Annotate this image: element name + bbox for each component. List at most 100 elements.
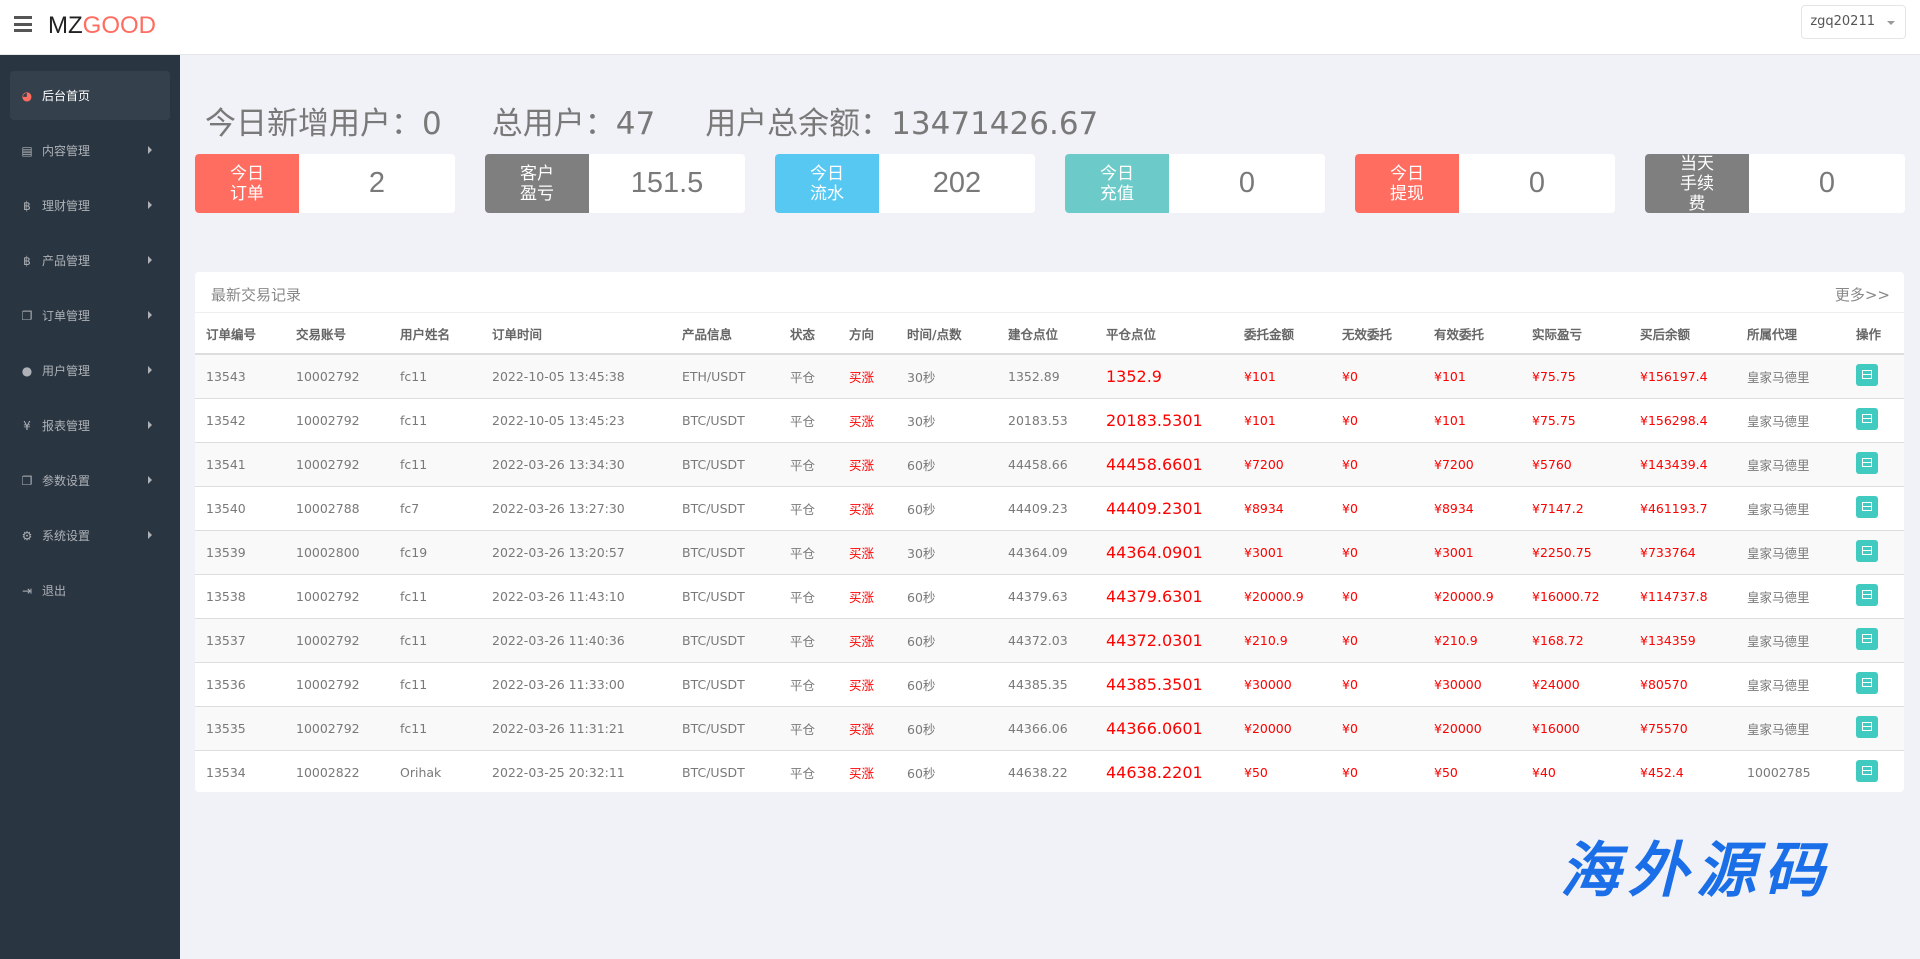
table-cell: ¥16000.72 [1521, 573, 1629, 618]
table-cell: 13534 [195, 749, 285, 792]
table-cell: ¥101 [1233, 397, 1331, 442]
table-cell: 60秒 [896, 661, 997, 706]
table-cell: 2022-03-26 11:31:21 [481, 705, 671, 750]
detail-button-icon[interactable] [1856, 583, 1878, 606]
table-cell: 13535 [195, 705, 285, 750]
table-cell: ¥0 [1331, 749, 1423, 792]
hamburger-menu-icon[interactable] [14, 16, 32, 32]
table-cell: 2022-03-26 13:27:30 [481, 485, 671, 530]
table-cell: ¥3001 [1233, 529, 1331, 574]
table-cell: ¥210.9 [1233, 617, 1331, 662]
table-cell: ¥0 [1331, 661, 1423, 706]
copy-icon: ❐ [21, 308, 33, 323]
caret-right-icon [148, 311, 152, 319]
table-cell: ¥2250.75 [1521, 529, 1629, 574]
table-cell: ¥7200 [1423, 441, 1521, 486]
table-cell: BTC/USDT [671, 749, 779, 792]
table-cell: ¥210.9 [1423, 617, 1521, 662]
table-cell: ¥0 [1331, 441, 1423, 486]
detail-button-icon[interactable] [1856, 627, 1878, 650]
column-header: 交易账号 [285, 313, 389, 355]
sidebar-item-8[interactable]: ⚙ 系统设置 [10, 511, 170, 560]
sidebar-item-2[interactable]: ฿ 理财管理 [10, 181, 170, 230]
stat-card-label: 今日订单 [195, 154, 299, 213]
table-cell: 13540 [195, 485, 285, 530]
table-cell: 10002792 [285, 705, 389, 750]
sidebar-item-3[interactable]: ฿ 产品管理 [10, 236, 170, 285]
table-row: 13539 10002800 fc19 2022-03-26 13:20:57 BTC/… [195, 529, 1904, 574]
table-cell: ¥30000 [1233, 661, 1331, 706]
table-cell: ¥156197.4 [1629, 353, 1736, 398]
more-link[interactable]: 更多>> [1834, 286, 1890, 304]
table-cell: 60秒 [896, 485, 997, 530]
sidebar-item-4[interactable]: ❐ 订单管理 [10, 291, 170, 340]
detail-button-icon[interactable] [1856, 759, 1878, 782]
table-cell: fc11 [389, 705, 481, 750]
table-cell: fc11 [389, 573, 481, 618]
detail-button-icon[interactable] [1856, 671, 1878, 694]
book-icon: ▤ [21, 143, 33, 158]
sidebar-item-1[interactable]: ▤ 内容管理 [10, 126, 170, 175]
table-cell: ¥0 [1331, 485, 1423, 530]
bitcoin-icon: ฿ [23, 198, 31, 213]
stat-card-value: 0 [1528, 167, 1546, 199]
table-cell: 13537 [195, 617, 285, 662]
detail-button-icon[interactable] [1856, 407, 1878, 430]
table-cell: 2022-03-26 11:40:36 [481, 617, 671, 662]
stat-card: 当天手续费 0 [1645, 154, 1905, 213]
table-cell: 皇家马德里 [1736, 573, 1845, 618]
table-cell: 2022-10-05 13:45:38 [481, 353, 671, 398]
table-cell: 10002792 [285, 661, 389, 706]
caret-right-icon [148, 146, 152, 154]
panel-title: 最新交易记录 [211, 286, 302, 304]
detail-button-icon[interactable] [1856, 363, 1878, 386]
summary-line: 今日新增用户：0 总用户：47 用户总余额：13471426.67 [205, 98, 1148, 143]
table-cell: 平仓 [779, 661, 838, 706]
table-cell: BTC/USDT [671, 705, 779, 750]
stat-card: 今日订单 2 [195, 154, 455, 213]
table-cell: 44372.0301 [1095, 617, 1233, 662]
column-header: 平仓点位 [1095, 313, 1233, 355]
table-cell: 10002792 [285, 617, 389, 662]
table-cell: ¥50 [1423, 749, 1521, 792]
table-cell: ¥733764 [1629, 529, 1736, 574]
detail-button-icon[interactable] [1856, 539, 1878, 562]
table-cell: 13542 [195, 397, 285, 442]
table-cell: 平仓 [779, 353, 838, 398]
sidebar-item-5[interactable]: ● 用户管理 [10, 346, 170, 395]
table-cell: ¥0 [1331, 617, 1423, 662]
logo[interactable]: MZGOOD [48, 12, 156, 39]
sidebar-item-6[interactable]: ¥ 报表管理 [10, 401, 170, 450]
table-cell [1845, 529, 1904, 574]
table-cell: ¥75.75 [1521, 353, 1629, 398]
table-cell: ¥75.75 [1521, 397, 1629, 442]
table-cell: 44366.0601 [1095, 705, 1233, 750]
table-cell: 买涨 [838, 529, 896, 574]
table-cell: 平仓 [779, 573, 838, 618]
table-cell: 平仓 [779, 397, 838, 442]
table-cell: 30秒 [896, 397, 997, 442]
table-cell: ¥20000.9 [1233, 573, 1331, 618]
column-header: 买后余额 [1629, 313, 1736, 355]
detail-button-icon[interactable] [1856, 451, 1878, 474]
column-header: 产品信息 [671, 313, 779, 355]
stat-card-label: 客户盈亏 [485, 154, 589, 213]
table-cell: ¥156298.4 [1629, 397, 1736, 442]
detail-button-icon[interactable] [1856, 495, 1878, 518]
table-cell: 13539 [195, 529, 285, 574]
sidebar-item-7[interactable]: ❐ 参数设置 [10, 456, 170, 505]
detail-button-icon[interactable] [1856, 715, 1878, 738]
sidebar-item-9[interactable]: ⇥ 退出 [10, 566, 170, 615]
table-cell: 13543 [195, 353, 285, 398]
column-header: 实际盈亏 [1521, 313, 1629, 355]
sidebar: ◕ 后台首页 ▤ 内容管理 ฿ 理财管理 ฿ 产品管理 ❐ 订单管理 ● 用户管理 ¥ 报表管理 ❐ 参数设置… [0, 55, 180, 959]
stat-card-value: 202 [932, 167, 982, 199]
column-header: 订单时间 [481, 313, 671, 355]
column-header: 状态 [779, 313, 838, 355]
trades-table: 订单编号 交易账号 用户姓名 订单时间 产品信息 状态 方向 时间/点数 建仓点位 平仓点位 委托金… [195, 313, 1904, 792]
sidebar-item-0[interactable]: ◕ 后台首页 [10, 71, 170, 120]
table-row: 13536 10002792 fc11 2022-03-26 11:33:00 BTC/… [195, 661, 1904, 706]
user-dropdown[interactable]: zgq20211 [1801, 5, 1906, 39]
table-cell: fc11 [389, 441, 481, 486]
table-cell [1845, 397, 1904, 442]
